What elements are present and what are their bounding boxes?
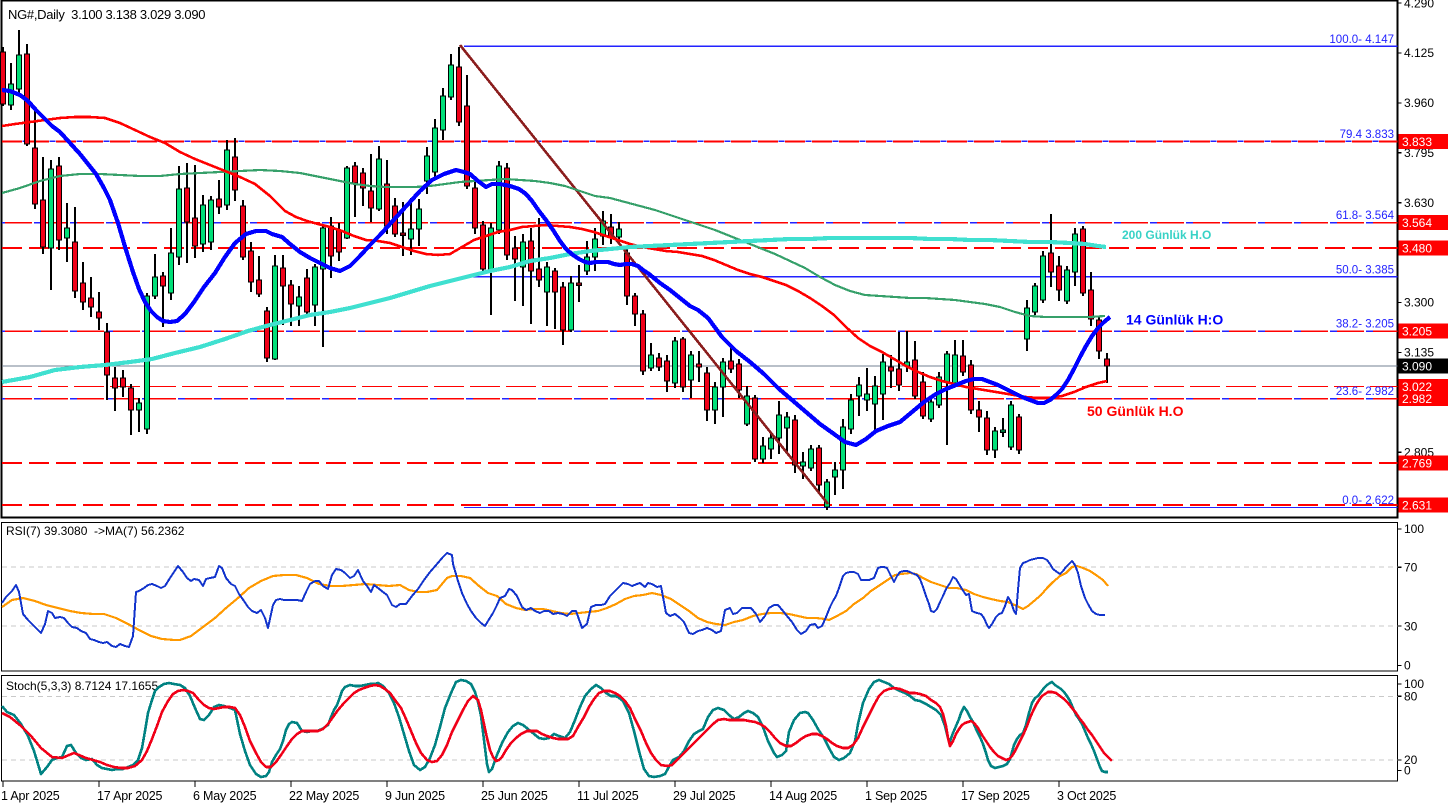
svg-text:23.6- 2.982: 23.6- 2.982 — [1336, 386, 1394, 398]
svg-text:3.135: 3.135 — [1404, 346, 1434, 360]
svg-text:29 Jul 2025: 29 Jul 2025 — [673, 789, 736, 803]
svg-text:100.0- 4.147: 100.0- 4.147 — [1329, 34, 1394, 46]
svg-text:3.300: 3.300 — [1404, 296, 1434, 310]
svg-text:RSI(7) 39.3080 ->MA(7) 56.236: RSI(7) 39.3080 ->MA(7) 56.2362 — [6, 524, 185, 538]
svg-text:3.564: 3.564 — [1402, 216, 1432, 230]
svg-text:3.090: 3.090 — [1402, 360, 1432, 374]
svg-text:11 Jul 2025: 11 Jul 2025 — [577, 789, 639, 803]
svg-text:2.769: 2.769 — [1402, 457, 1432, 471]
svg-text:NG#,Daily 3.100 3.138 3.029 3: NG#,Daily 3.100 3.138 3.029 3.090 — [8, 7, 205, 22]
svg-text:14 Günlük H:O: 14 Günlük H:O — [1126, 312, 1223, 328]
svg-text:6 May 2025: 6 May 2025 — [193, 789, 257, 803]
svg-text:3.480: 3.480 — [1402, 242, 1432, 256]
svg-text:80: 80 — [1404, 690, 1418, 704]
svg-text:100: 100 — [1404, 522, 1424, 536]
svg-text:2.982: 2.982 — [1402, 392, 1432, 406]
svg-text:3.960: 3.960 — [1404, 96, 1434, 110]
svg-text:22 May 2025: 22 May 2025 — [289, 789, 359, 803]
svg-text:4.290: 4.290 — [1404, 0, 1434, 10]
svg-text:3.833: 3.833 — [1402, 135, 1432, 149]
svg-text:9 Jun 2025: 9 Jun 2025 — [385, 789, 445, 803]
svg-text:200 Günlük H.O: 200 Günlük H.O — [1122, 228, 1211, 242]
svg-text:1 Sep 2025: 1 Sep 2025 — [865, 789, 927, 803]
svg-text:Stoch(5,3,3) 8.7124 17.1655: Stoch(5,3,3) 8.7124 17.1655 — [6, 679, 158, 693]
svg-text:1 Apr 2025: 1 Apr 2025 — [1, 789, 60, 803]
svg-text:38.2- 3.205: 38.2- 3.205 — [1336, 319, 1394, 331]
svg-text:50.0- 3.385: 50.0- 3.385 — [1336, 264, 1394, 276]
svg-text:3 Oct 2025: 3 Oct 2025 — [1057, 789, 1116, 803]
svg-text:61.8- 3.564: 61.8- 3.564 — [1336, 210, 1395, 222]
svg-text:2.631: 2.631 — [1402, 498, 1432, 512]
svg-text:14 Aug 2025: 14 Aug 2025 — [769, 789, 837, 803]
svg-text:70: 70 — [1404, 560, 1418, 574]
svg-text:25 Jun 2025: 25 Jun 2025 — [481, 789, 548, 803]
svg-text:17 Apr 2025: 17 Apr 2025 — [97, 789, 162, 803]
svg-text:0: 0 — [1404, 659, 1411, 673]
svg-text:4.125: 4.125 — [1404, 46, 1434, 60]
svg-text:30: 30 — [1404, 619, 1418, 633]
svg-text:79.4 3.833: 79.4 3.833 — [1340, 129, 1394, 141]
svg-text:17 Sep 2025: 17 Sep 2025 — [961, 789, 1030, 803]
svg-text:50 Günlük H.O: 50 Günlük H.O — [1087, 403, 1184, 419]
svg-text:3.205: 3.205 — [1402, 325, 1432, 339]
svg-text:0: 0 — [1404, 764, 1411, 778]
svg-text:3.630: 3.630 — [1404, 196, 1434, 210]
svg-text:0.0- 2.622: 0.0- 2.622 — [1342, 495, 1394, 507]
